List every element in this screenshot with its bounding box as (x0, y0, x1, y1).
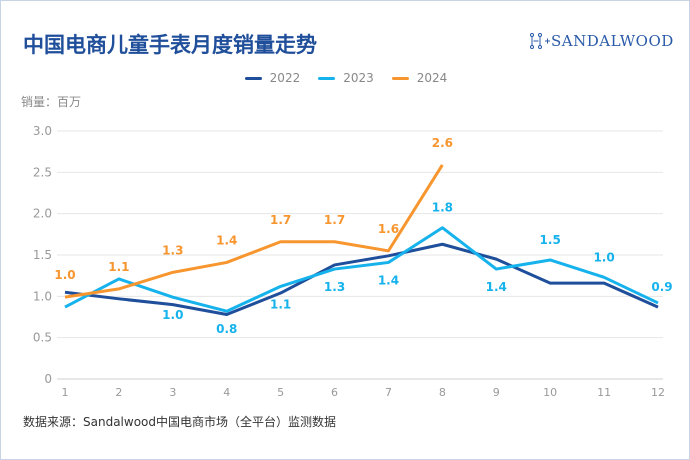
series-line-2023 (64, 226, 659, 313)
y-tick-label: 0.5 (33, 331, 52, 345)
y-tick-label: 2.5 (33, 165, 52, 179)
y-tick-label: 2.0 (33, 207, 52, 221)
data-label: 1.4 (486, 280, 507, 294)
y-axis-unit: 销量：百万 (21, 95, 82, 109)
legend-swatch (318, 76, 336, 80)
x-tick-label: 7 (385, 386, 392, 399)
x-tick-label: 11 (597, 386, 611, 399)
chart-title: 中国电商儿童手表月度销量走势 (23, 33, 317, 57)
data-label: 1.7 (324, 213, 345, 227)
x-tick-label: 5 (277, 386, 284, 399)
data-label: 1.0 (593, 250, 614, 264)
data-label: 1.8 (432, 201, 453, 215)
legend-swatch (244, 76, 262, 80)
data-label: 0.8 (216, 322, 237, 336)
logo-icon (530, 33, 550, 49)
series-line-2022 (64, 242, 659, 317)
legend-label: 2022 (269, 71, 301, 85)
data-label: 1.4 (378, 273, 399, 287)
x-tick-label: 3 (169, 386, 176, 399)
data-label: 1.3 (324, 280, 345, 294)
legend-swatch (391, 76, 409, 80)
y-tick-label: 3.0 (33, 124, 52, 138)
x-tick-label: 9 (493, 386, 500, 399)
data-label: 1.5 (540, 233, 561, 247)
data-label: 1.7 (270, 213, 291, 227)
x-tick-label: 2 (115, 386, 122, 399)
y-tick-label: 0 (44, 372, 52, 386)
data-label: 1.3 (162, 243, 183, 257)
x-tick-label: 1 (62, 386, 69, 399)
x-tick-label: 6 (331, 386, 338, 399)
y-tick-label: 1.0 (33, 289, 52, 303)
logo-text: SANDALWOOD (551, 32, 674, 50)
legend-item-2024[interactable]: 2024 (391, 71, 448, 85)
legend-label: 2023 (343, 71, 374, 85)
legend-item-2022[interactable]: 2022 (244, 71, 301, 85)
sandalwood-logo: SANDALWOOD (529, 32, 674, 50)
data-label: 1.1 (108, 260, 129, 274)
x-tick-label: 12 (651, 386, 665, 399)
x-tick-label: 10 (543, 386, 557, 399)
data-label: 1.4 (216, 233, 237, 247)
series-line-2024 (64, 164, 444, 299)
data-label: 1.1 (270, 297, 291, 311)
data-label: 2.6 (432, 136, 453, 150)
legend-item-2023[interactable]: 2023 (318, 71, 374, 85)
x-tick-label: 4 (223, 386, 230, 399)
legend-label: 2024 (416, 71, 448, 85)
data-label: 1.0 (162, 308, 183, 322)
data-label: 1.0 (54, 268, 75, 282)
data-label: 1.6 (378, 222, 399, 236)
legend: 2022 2023 2024 (1, 71, 689, 85)
data-label: 0.9 (651, 280, 672, 294)
x-tick-label: 8 (439, 386, 446, 399)
y-tick-label: 1.5 (33, 248, 52, 262)
source-note: 数据来源：Sandalwood中国电商市场（全平台）监测数据 (23, 415, 336, 429)
